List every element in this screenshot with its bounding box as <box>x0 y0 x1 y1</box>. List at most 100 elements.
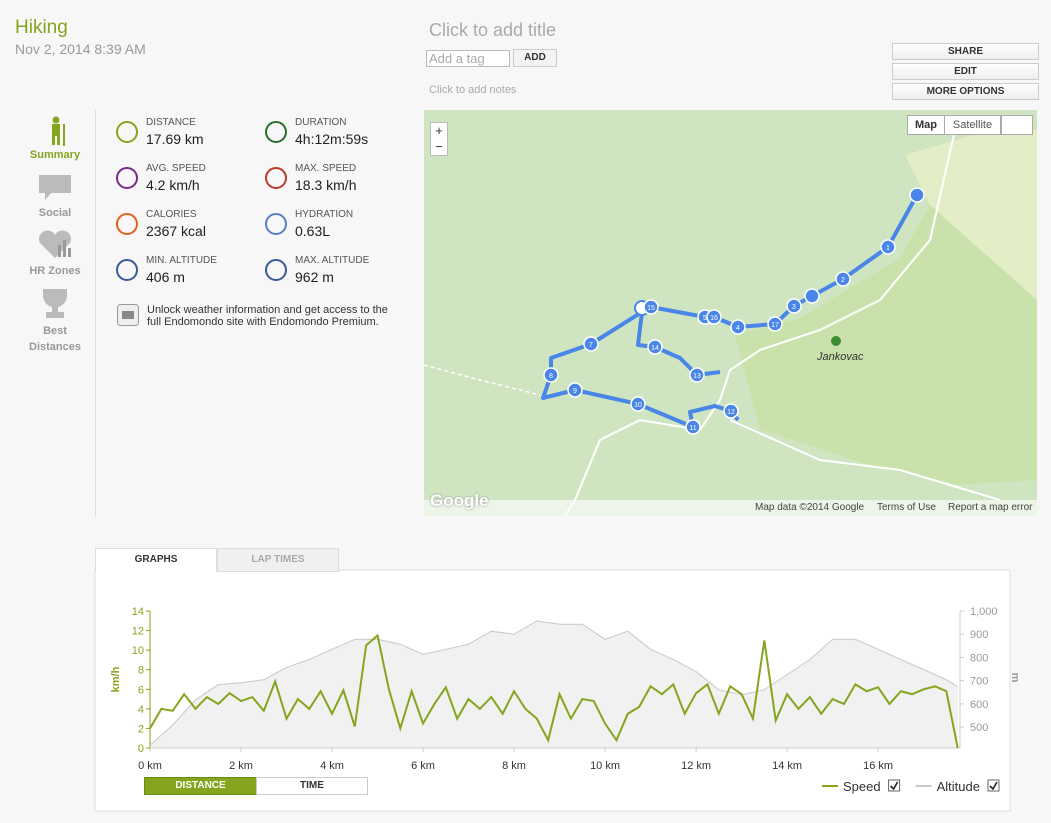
x-tick-label: 10 km <box>590 760 620 772</box>
stat-label: MIN. ALTITUDE <box>146 255 217 266</box>
tab-lap-times[interactable]: LAP TIMES <box>217 548 339 572</box>
y-tick-label: 14 <box>132 606 144 618</box>
marker-label: 11 <box>689 425 696 432</box>
stat-value: 18.3 km/h <box>295 177 357 193</box>
marker[interactable] <box>767 316 783 332</box>
y2-tick-label: 800 <box>970 652 988 664</box>
satellite-button[interactable]: Satellite <box>944 115 1001 135</box>
marker-label: 9 <box>573 388 577 395</box>
marker[interactable] <box>630 396 646 412</box>
start-pin[interactable] <box>909 187 925 203</box>
marker[interactable] <box>689 367 705 383</box>
stat-icon <box>265 213 287 235</box>
tab-graphs[interactable]: GRAPHS <box>95 548 217 572</box>
stat-label: MAX. ALTITUDE <box>295 255 370 266</box>
y-tick-label: 10 <box>132 645 144 657</box>
stat-icon <box>265 259 287 281</box>
marker-label: 7 <box>589 342 593 349</box>
edit-button[interactable]: EDIT <box>892 63 1039 80</box>
x-tick-label: 2 km <box>229 760 253 772</box>
stat-icon <box>116 259 138 281</box>
add-button[interactable]: ADD <box>513 49 557 67</box>
terms-link[interactable]: Terms of Use <box>877 502 936 513</box>
y-tick-label: 8 <box>138 665 144 677</box>
marker-label: 4 <box>736 325 740 332</box>
marker[interactable] <box>786 298 802 314</box>
check-mark <box>989 781 998 791</box>
tag-input[interactable]: Add a tag <box>426 50 510 67</box>
report-link[interactable]: Report a map error <box>948 502 1033 513</box>
premium-note: Unlock weather information and get acces… <box>147 304 388 328</box>
date: Nov 2, 2014 8:39 AM <box>15 41 146 57</box>
attribution-bg <box>424 500 1037 516</box>
stat-label: AVG. SPEED <box>146 163 206 174</box>
y2-tick-label: 700 <box>970 676 988 688</box>
marker-label: 17 <box>771 322 779 329</box>
marker-label: 10 <box>634 402 642 409</box>
toggle-time[interactable]: TIME <box>256 777 368 795</box>
marker[interactable] <box>567 382 583 398</box>
place-icon <box>831 336 841 346</box>
end-pin[interactable] <box>804 288 820 304</box>
stat-icon <box>265 167 287 189</box>
road <box>699 129 956 431</box>
marker[interactable] <box>706 309 722 325</box>
road <box>729 419 1001 501</box>
nav-social[interactable]: Social <box>38 207 72 219</box>
marker[interactable] <box>647 339 663 355</box>
fullscreen-button[interactable] <box>1001 115 1033 135</box>
chart: 0 km 2 km 4 km 6 km 8 km 10 km 12 km 14 km 16 km… <box>110 606 1021 794</box>
marker[interactable] <box>723 403 739 419</box>
nav-best-distances[interactable]: Best Distances <box>29 325 81 353</box>
marker-label: 2 <box>841 277 845 284</box>
x-tick-label: 6 km <box>411 760 435 772</box>
stat-value: 4.2 km/h <box>146 177 200 193</box>
zoom-out[interactable]: − <box>435 139 443 154</box>
toggle-distance[interactable]: DISTANCE <box>144 777 257 795</box>
add-notes[interactable]: Click to add notes <box>429 84 517 96</box>
marker[interactable] <box>730 319 746 335</box>
y-tick-label: 6 <box>138 684 144 696</box>
stat-label: DISTANCE <box>146 117 196 128</box>
share-button[interactable]: SHARE <box>892 43 1039 60</box>
stat-value: 2367 kcal <box>146 223 206 239</box>
map <box>424 110 1037 516</box>
activity-title: Hiking <box>15 17 68 38</box>
x-tick-label: 14 km <box>772 760 802 772</box>
attribution: Map data ©2014 Google <box>755 502 865 513</box>
marker[interactable] <box>880 239 896 255</box>
legend-checkbox[interactable] <box>888 779 901 792</box>
zoom-in[interactable]: + <box>435 123 443 138</box>
map-button[interactable]: Map <box>907 115 945 135</box>
stat-label: CALORIES <box>146 209 197 220</box>
marker[interactable] <box>685 419 701 435</box>
marker[interactable] <box>583 336 599 352</box>
marker[interactable] <box>543 367 559 383</box>
x-tick-label: 8 km <box>502 760 526 772</box>
marker[interactable] <box>643 299 659 315</box>
y-tick-label: 2 <box>138 723 144 735</box>
series-line <box>149 620 958 746</box>
divider <box>95 110 96 517</box>
y2-tick-label: 900 <box>970 629 988 641</box>
nav-hr-zones[interactable]: HR Zones <box>29 265 81 277</box>
marker[interactable] <box>835 271 851 287</box>
marker-label: 3 <box>792 304 796 311</box>
marker-label: 13 <box>693 373 701 380</box>
y-axis-label: km/h <box>110 666 122 692</box>
more-options-button[interactable]: MORE OPTIONS <box>892 83 1039 100</box>
x-tick-label: 4 km <box>320 760 344 772</box>
stat-value: 406 m <box>146 269 185 285</box>
legend-checkbox[interactable] <box>987 779 1000 792</box>
y2-axis-label: m <box>1009 673 1021 683</box>
marker-label: 12 <box>727 409 735 416</box>
add-title[interactable]: Click to add title <box>429 20 557 40</box>
marker-label: 5 <box>703 315 707 322</box>
nav-summary[interactable]: Summary <box>29 149 81 161</box>
marker-label: 14 <box>651 345 659 352</box>
stat-icon <box>116 213 138 235</box>
hr-icon <box>39 230 71 258</box>
